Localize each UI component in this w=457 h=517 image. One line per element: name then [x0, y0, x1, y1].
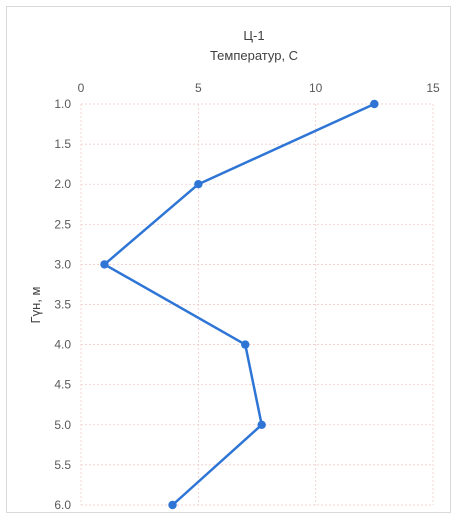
y-tick-label: 4.5 [54, 378, 71, 392]
y-tick-label: 1.5 [54, 137, 71, 151]
data-point [194, 180, 203, 189]
tick-label-layer: 0 5 10 15 1.0 1.5 2.0 2.5 3.0 3.5 4.0 4.5 5.0 5.5 6.0 [54, 81, 440, 512]
series-layer [100, 99, 379, 510]
chart-title: Ц-1 [243, 28, 264, 43]
chart-subtitle: Температур, C [210, 48, 298, 63]
y-axis-title: Гүн, м [28, 287, 43, 324]
x-tick-label: 10 [309, 81, 323, 95]
data-point [168, 500, 177, 510]
data-point [100, 260, 109, 269]
y-tick-label: 4.0 [54, 338, 71, 352]
y-tick-label: 1.0 [54, 97, 71, 111]
data-point [257, 420, 266, 429]
y-tick-label: 5.5 [54, 458, 71, 472]
y-tick-label: 2.0 [54, 177, 71, 191]
x-tick-label: 0 [78, 81, 85, 95]
data-point [370, 99, 379, 109]
y-tick-label: 2.5 [54, 217, 71, 231]
y-tick-label: 3.5 [54, 298, 71, 312]
y-tick-label: 5.0 [54, 418, 71, 432]
data-point [241, 340, 250, 349]
x-tick-label: 5 [195, 81, 202, 95]
x-tick-label: 15 [426, 81, 440, 95]
chart-frame [6, 6, 451, 513]
series-line [103, 102, 375, 506]
grid-layer [80, 103, 434, 506]
y-tick-label: 6.0 [54, 498, 71, 512]
y-tick-label: 3.0 [54, 257, 71, 271]
